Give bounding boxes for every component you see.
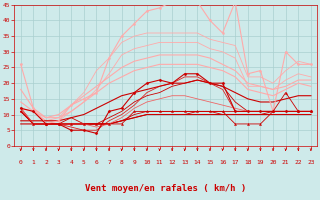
- X-axis label: Vent moyen/en rafales ( km/h ): Vent moyen/en rafales ( km/h ): [85, 184, 246, 193]
